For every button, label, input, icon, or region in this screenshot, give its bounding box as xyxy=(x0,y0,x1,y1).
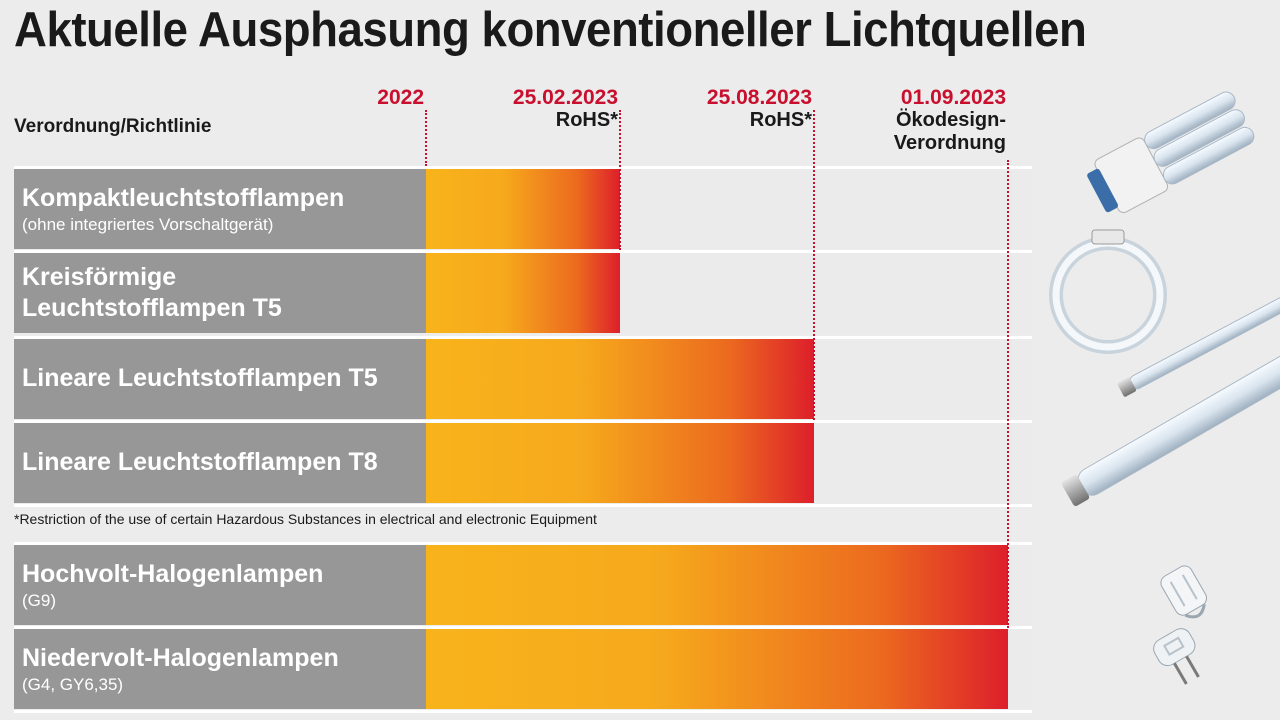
row-separator xyxy=(14,336,1032,339)
g9-halogen-capsule-icon xyxy=(1160,565,1208,619)
milestone-regulation: Ökodesign- xyxy=(895,109,1006,131)
lamp-type-name: Lineare Leuchtstofflampen T8 xyxy=(22,448,378,476)
lamp-type-name: Leuchtstofflampen T5 xyxy=(22,293,282,322)
milestone-header: 2022 xyxy=(377,86,424,109)
row-label: Hochvolt-Halogenlampen (G9) xyxy=(14,544,426,625)
milestone-line xyxy=(619,110,621,250)
row-label: Lineare Leuchtstofflampen T5 xyxy=(14,338,426,419)
milestone-line xyxy=(813,110,815,420)
milestone-line xyxy=(425,110,427,166)
lamp-type-name: Lineare Leuchtstofflampen T5 xyxy=(22,364,378,392)
circular-fluorescent-lamp-icon xyxy=(1049,229,1167,354)
milestone-header: 01.09.2023 Ökodesign- Verordnung xyxy=(894,86,1006,155)
lamp-type-detail: (G4, GY6,35) xyxy=(22,674,124,694)
category-header: Verordnung/Richtlinie xyxy=(14,116,212,137)
milestone-header: 25.02.2023 RoHS* xyxy=(513,86,618,132)
milestone-date: 2022 xyxy=(377,86,424,109)
row-label: Kompaktleuchtstofflampen (ohne integriert… xyxy=(14,168,426,249)
phase-out-bar xyxy=(426,252,620,333)
milestone-date: 25.08.2023 xyxy=(706,86,812,109)
milestone-date: 25.02.2023 xyxy=(512,86,618,109)
lamp-type-name: Niedervolt-Halogenlampen xyxy=(22,643,339,672)
row-label: Lineare Leuchtstofflampen T8 xyxy=(14,422,426,503)
phase-out-bar xyxy=(426,544,1008,625)
lamp-type-name: Kompaktleuchtstofflampen xyxy=(22,183,345,212)
lamp-photos xyxy=(1049,91,1280,685)
row-separator xyxy=(14,250,1032,253)
milestone-date: 01.09.2023 xyxy=(900,86,1006,109)
phase-out-bar xyxy=(426,338,814,419)
milestone-header: 25.08.2023 RoHS* xyxy=(707,86,812,132)
milestone-regulation: RoHS* xyxy=(555,109,618,131)
phase-out-bar xyxy=(426,628,1008,709)
phase-out-bar xyxy=(426,168,620,249)
row-separator xyxy=(14,504,1032,507)
linear-t8-tube-icon xyxy=(1061,354,1280,507)
row-label: Kreisförmige Leuchtstofflampen T5 xyxy=(14,252,426,333)
compact-fluorescent-lamp-icon xyxy=(1087,91,1255,214)
lamp-type-name: Kreisförmige xyxy=(22,262,177,291)
lamp-type-detail: (ohne integriertes Vorschaltgerät) xyxy=(22,214,274,234)
lamp-type-detail: (G9) xyxy=(22,590,56,610)
linear-t5-tube-icon xyxy=(1117,286,1280,397)
row-separator xyxy=(14,420,1032,423)
milestone-line xyxy=(1007,160,1009,628)
footnote: *Restriction of the use of certain Hazar… xyxy=(14,511,597,527)
page-title: Aktuelle Ausphasung konventioneller Lich… xyxy=(14,3,1087,57)
lamp-type-name: Hochvolt-Halogenlampen xyxy=(22,559,324,588)
row-separator xyxy=(14,626,1032,629)
row-label: Niedervolt-Halogenlampen (G4, GY6,35) xyxy=(14,628,426,709)
row-separator xyxy=(14,710,1032,713)
row-separator xyxy=(14,166,1032,169)
phase-out-bar xyxy=(426,422,814,503)
g4-halogen-capsule-icon xyxy=(1153,628,1200,685)
row-separator xyxy=(14,542,1032,545)
milestone-regulation: Verordnung xyxy=(893,132,1006,154)
milestone-regulation: RoHS* xyxy=(749,109,812,131)
